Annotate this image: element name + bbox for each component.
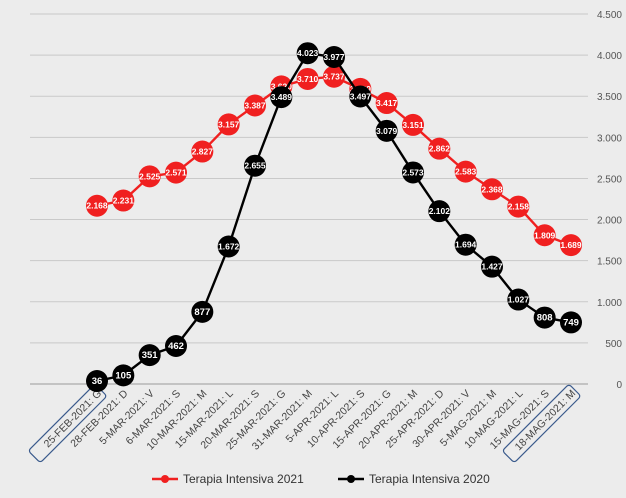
- data-label: 3.079: [376, 126, 398, 136]
- data-point: [86, 370, 108, 393]
- data-label: 2.368: [481, 184, 503, 194]
- data-label: 3.157: [218, 119, 240, 129]
- data-label: 2.525: [139, 171, 161, 181]
- y-tick-label: 500: [605, 339, 622, 350]
- data-point: [165, 335, 187, 358]
- data-point: [375, 92, 398, 115]
- data-point: [270, 86, 293, 109]
- data-point: [454, 233, 477, 256]
- data-label: 808: [537, 313, 553, 324]
- data-point: [191, 140, 214, 163]
- legend: Terapia Intensiva 2021 Terapia Intensiva …: [152, 472, 490, 486]
- data-label: 3.737: [323, 72, 345, 82]
- y-axis: 0 500 1.000 1.500 2.000 2.500 3.000 3.500 4.000 4…: [597, 10, 622, 391]
- series-line: [96, 52, 572, 383]
- data-label: 351: [142, 350, 159, 361]
- data-point: [165, 161, 187, 184]
- y-tick-label: 1.500: [597, 257, 622, 268]
- data-label: 1.427: [481, 262, 503, 272]
- data-label: 462: [168, 341, 184, 352]
- data-label: 2.655: [244, 161, 266, 171]
- data-label: 749: [563, 317, 579, 328]
- data-label: 2.573: [402, 167, 424, 177]
- data-point: [217, 235, 240, 258]
- data-label: 2.231: [113, 196, 135, 206]
- data-label: 1.672: [218, 242, 240, 252]
- data-point: [244, 154, 266, 177]
- data-point: [533, 224, 556, 247]
- data-label: 877: [194, 307, 210, 318]
- data-point: [560, 311, 582, 334]
- data-label: 36: [92, 376, 103, 387]
- data-label: 2.862: [429, 144, 451, 154]
- data-point: [428, 200, 451, 223]
- data-label: 1.694: [455, 240, 477, 250]
- data-label: 105: [115, 370, 132, 381]
- data-label: 2.158: [508, 202, 530, 212]
- data-point: [138, 344, 161, 367]
- data-point: [296, 42, 319, 65]
- legend-entry: Terapia Intensiva 2021: [152, 472, 304, 486]
- data-label: 2.168: [86, 201, 108, 211]
- legend-entry: Terapia Intensiva 2020: [338, 472, 490, 486]
- data-label: 4.023: [297, 48, 319, 58]
- data-label: 3.977: [323, 52, 345, 62]
- legend-marker: [161, 475, 169, 483]
- data-label: 2.827: [192, 147, 214, 157]
- data-point: [323, 65, 345, 88]
- data-label: 3.710: [297, 74, 319, 84]
- data-point: [428, 137, 451, 160]
- y-tick-label: 4.500: [597, 10, 622, 21]
- data-point: [323, 46, 345, 69]
- data-point: [402, 113, 424, 136]
- data-label: 1.689: [560, 240, 582, 250]
- data-label: 1.809: [534, 230, 556, 240]
- y-tick-label: 1.000: [597, 298, 622, 309]
- data-point: [349, 85, 372, 108]
- y-tick-label: 3.500: [597, 92, 622, 103]
- data-point: [191, 300, 214, 323]
- x-axis: 25-FEB-2021: G28-FEB-2021: D5-MAR-2021: …: [28, 384, 581, 463]
- y-tick-label: 2.000: [597, 216, 622, 227]
- data-label: 3.497: [350, 91, 372, 101]
- data-point: [507, 288, 530, 311]
- data-point: [507, 195, 530, 218]
- data-point: [112, 189, 135, 212]
- y-tick-label: 0: [616, 380, 622, 391]
- y-tick-label: 3.000: [597, 133, 622, 144]
- data-point: [533, 306, 556, 329]
- data-point: [454, 160, 477, 183]
- series-group: 2.1682.2312.5252.5712.8273.1573.3873.620…: [86, 42, 582, 393]
- data-point: [86, 194, 108, 217]
- legend-label: Terapia Intensiva 2021: [183, 472, 304, 486]
- y-tick-label: 2.500: [597, 174, 622, 185]
- data-point: [481, 178, 503, 201]
- data-point: [138, 165, 161, 188]
- data-point: [402, 161, 424, 184]
- legend-label: Terapia Intensiva 2020: [369, 472, 490, 486]
- data-point: [296, 67, 319, 90]
- data-label: 3.387: [244, 101, 266, 111]
- data-label: 3.417: [376, 98, 398, 108]
- highlight-box: [502, 384, 581, 463]
- data-label: 2.583: [455, 167, 477, 177]
- data-point: [244, 94, 266, 117]
- data-label: 3.151: [402, 120, 424, 130]
- data-point: [112, 364, 135, 387]
- data-point: [481, 255, 503, 278]
- y-tick-label: 4.000: [597, 51, 622, 62]
- data-label: 2.102: [429, 206, 451, 216]
- legend-marker: [347, 475, 355, 483]
- data-label: 2.571: [165, 168, 187, 178]
- data-point: [375, 119, 398, 142]
- data-label: 1.027: [508, 295, 530, 305]
- data-point: [217, 113, 240, 136]
- data-label: 3.489: [271, 92, 293, 102]
- data-point: [560, 234, 582, 257]
